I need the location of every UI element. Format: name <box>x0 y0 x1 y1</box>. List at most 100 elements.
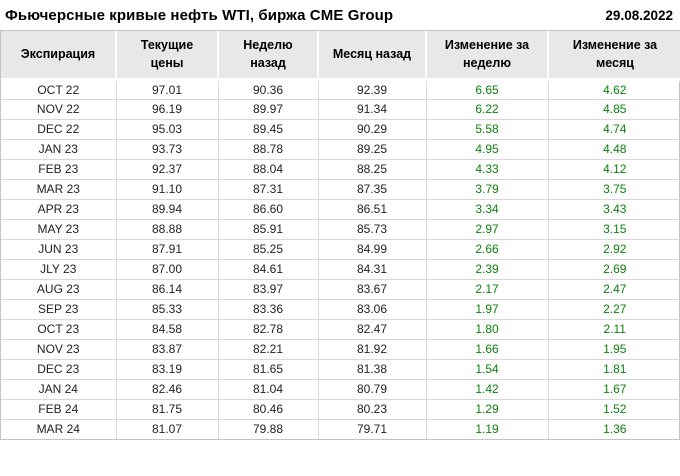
cell-month-ago: 86.51 <box>317 198 426 219</box>
table-row: JLY 23 87.00 84.61 84.31 2.39 2.69 <box>1 258 680 279</box>
cell-expiration: OCT 22 <box>1 78 116 99</box>
cell-month-ago: 90.29 <box>317 118 426 139</box>
cell-week-ago: 88.04 <box>217 158 318 179</box>
cell-month-change: 2.69 <box>547 258 680 279</box>
futures-price-table: Экспирация Текущие цены Неделю назад Месяц … <box>1 31 680 439</box>
table-row: NOV 22 96.19 89.97 91.34 6.22 4.85 <box>1 98 680 119</box>
cell-current-price: 92.37 <box>115 158 218 179</box>
cell-current-price: 95.03 <box>115 118 218 139</box>
table-row: APR 23 89.94 86.60 86.51 3.34 3.43 <box>1 198 680 219</box>
cell-month-ago: 81.38 <box>317 358 426 379</box>
cell-week-ago: 90.36 <box>217 78 318 99</box>
cell-week-change: 1.19 <box>425 418 548 439</box>
cell-current-price: 85.33 <box>115 298 218 319</box>
cell-week-change: 6.65 <box>425 78 548 99</box>
cell-month-change: 2.92 <box>547 238 680 259</box>
cell-week-ago: 86.60 <box>217 198 318 219</box>
cell-expiration: JAN 24 <box>1 378 116 399</box>
cell-current-price: 87.91 <box>115 238 218 259</box>
table-row: NOV 23 83.87 82.21 81.92 1.66 1.95 <box>1 338 680 359</box>
cell-week-ago: 85.91 <box>217 218 318 239</box>
cell-week-ago: 81.65 <box>217 358 318 379</box>
cell-week-change: 5.58 <box>425 118 548 139</box>
cell-current-price: 82.46 <box>115 378 218 399</box>
cell-expiration: DEC 22 <box>1 118 116 139</box>
cell-month-change: 3.43 <box>547 198 680 219</box>
cell-month-change: 3.75 <box>547 178 680 199</box>
cell-current-price: 87.00 <box>115 258 218 279</box>
cell-month-ago: 79.71 <box>317 418 426 439</box>
cell-week-ago: 84.61 <box>217 258 318 279</box>
cell-expiration: APR 23 <box>1 198 116 219</box>
cell-expiration: DEC 23 <box>1 358 116 379</box>
cell-expiration: AUG 23 <box>1 278 116 299</box>
cell-current-price: 88.88 <box>115 218 218 239</box>
column-header-expiration: Экспирация <box>1 31 116 81</box>
table-row: SEP 23 85.33 83.36 83.06 1.97 2.27 <box>1 298 680 319</box>
table-row: AUG 23 86.14 83.97 83.67 2.17 2.47 <box>1 278 680 299</box>
column-header-month-ago: Месяц назад <box>317 31 426 81</box>
cell-week-ago: 83.97 <box>217 278 318 299</box>
cell-week-ago: 89.97 <box>217 98 318 119</box>
cell-expiration: FEB 23 <box>1 158 116 179</box>
cell-month-ago: 88.25 <box>317 158 426 179</box>
cell-week-ago: 89.45 <box>217 118 318 139</box>
cell-current-price: 96.19 <box>115 98 218 119</box>
cell-week-change: 2.17 <box>425 278 548 299</box>
cell-month-ago: 84.31 <box>317 258 426 279</box>
cell-month-ago: 80.23 <box>317 398 426 419</box>
cell-month-change: 4.12 <box>547 158 680 179</box>
cell-month-ago: 82.47 <box>317 318 426 339</box>
cell-month-change: 4.48 <box>547 138 680 159</box>
column-header-current-price: Текущие цены <box>115 31 218 81</box>
cell-week-change: 1.29 <box>425 398 548 419</box>
table-row: JAN 24 82.46 81.04 80.79 1.42 1.67 <box>1 378 680 399</box>
column-header-week-ago: Неделю назад <box>217 31 318 81</box>
cell-current-price: 86.14 <box>115 278 218 299</box>
cell-week-change: 3.34 <box>425 198 548 219</box>
cell-week-ago: 82.78 <box>217 318 318 339</box>
cell-current-price: 89.94 <box>115 198 218 219</box>
cell-current-price: 81.07 <box>115 418 218 439</box>
table-header-row: Экспирация Текущие цены Неделю назад Месяц … <box>1 31 680 81</box>
cell-expiration: JLY 23 <box>1 258 116 279</box>
cell-expiration: JUN 23 <box>1 238 116 259</box>
cell-week-change: 4.33 <box>425 158 548 179</box>
cell-month-change: 2.47 <box>547 278 680 299</box>
cell-current-price: 83.87 <box>115 338 218 359</box>
cell-week-change: 4.95 <box>425 138 548 159</box>
cell-week-change: 2.97 <box>425 218 548 239</box>
cell-month-ago: 91.34 <box>317 98 426 119</box>
cell-current-price: 91.10 <box>115 178 218 199</box>
cell-month-change: 1.67 <box>547 378 680 399</box>
cell-week-ago: 79.88 <box>217 418 318 439</box>
cell-week-ago: 82.21 <box>217 338 318 359</box>
column-header-month-change: Изменение за месяц <box>547 31 680 81</box>
table-row: JUN 23 87.91 85.25 84.99 2.66 2.92 <box>1 238 680 259</box>
cell-week-change: 1.54 <box>425 358 548 379</box>
cell-month-change: 3.15 <box>547 218 680 239</box>
table-row: JAN 23 93.73 88.78 89.25 4.95 4.48 <box>1 138 680 159</box>
table-row: DEC 23 83.19 81.65 81.38 1.54 1.81 <box>1 358 680 379</box>
cell-month-change: 4.85 <box>547 98 680 119</box>
cell-week-change: 6.22 <box>425 98 548 119</box>
cell-expiration: JAN 23 <box>1 138 116 159</box>
cell-week-ago: 81.04 <box>217 378 318 399</box>
cell-week-change: 2.66 <box>425 238 548 259</box>
cell-week-ago: 88.78 <box>217 138 318 159</box>
cell-month-change: 2.27 <box>547 298 680 319</box>
cell-month-change: 1.95 <box>547 338 680 359</box>
cell-month-ago: 83.67 <box>317 278 426 299</box>
cell-month-change: 4.74 <box>547 118 680 139</box>
cell-expiration: NOV 23 <box>1 338 116 359</box>
cell-week-change: 3.79 <box>425 178 548 199</box>
cell-month-change: 1.52 <box>547 398 680 419</box>
futures-table: Экспирация Текущие цены Неделю назад Месяц … <box>0 30 680 440</box>
cell-month-ago: 84.99 <box>317 238 426 259</box>
cell-week-change: 1.97 <box>425 298 548 319</box>
cell-current-price: 81.75 <box>115 398 218 419</box>
table-row: DEC 22 95.03 89.45 90.29 5.58 4.74 <box>1 118 680 139</box>
table-row: MAY 23 88.88 85.91 85.73 2.97 3.15 <box>1 218 680 239</box>
cell-month-change: 1.81 <box>547 358 680 379</box>
cell-week-ago: 85.25 <box>217 238 318 259</box>
